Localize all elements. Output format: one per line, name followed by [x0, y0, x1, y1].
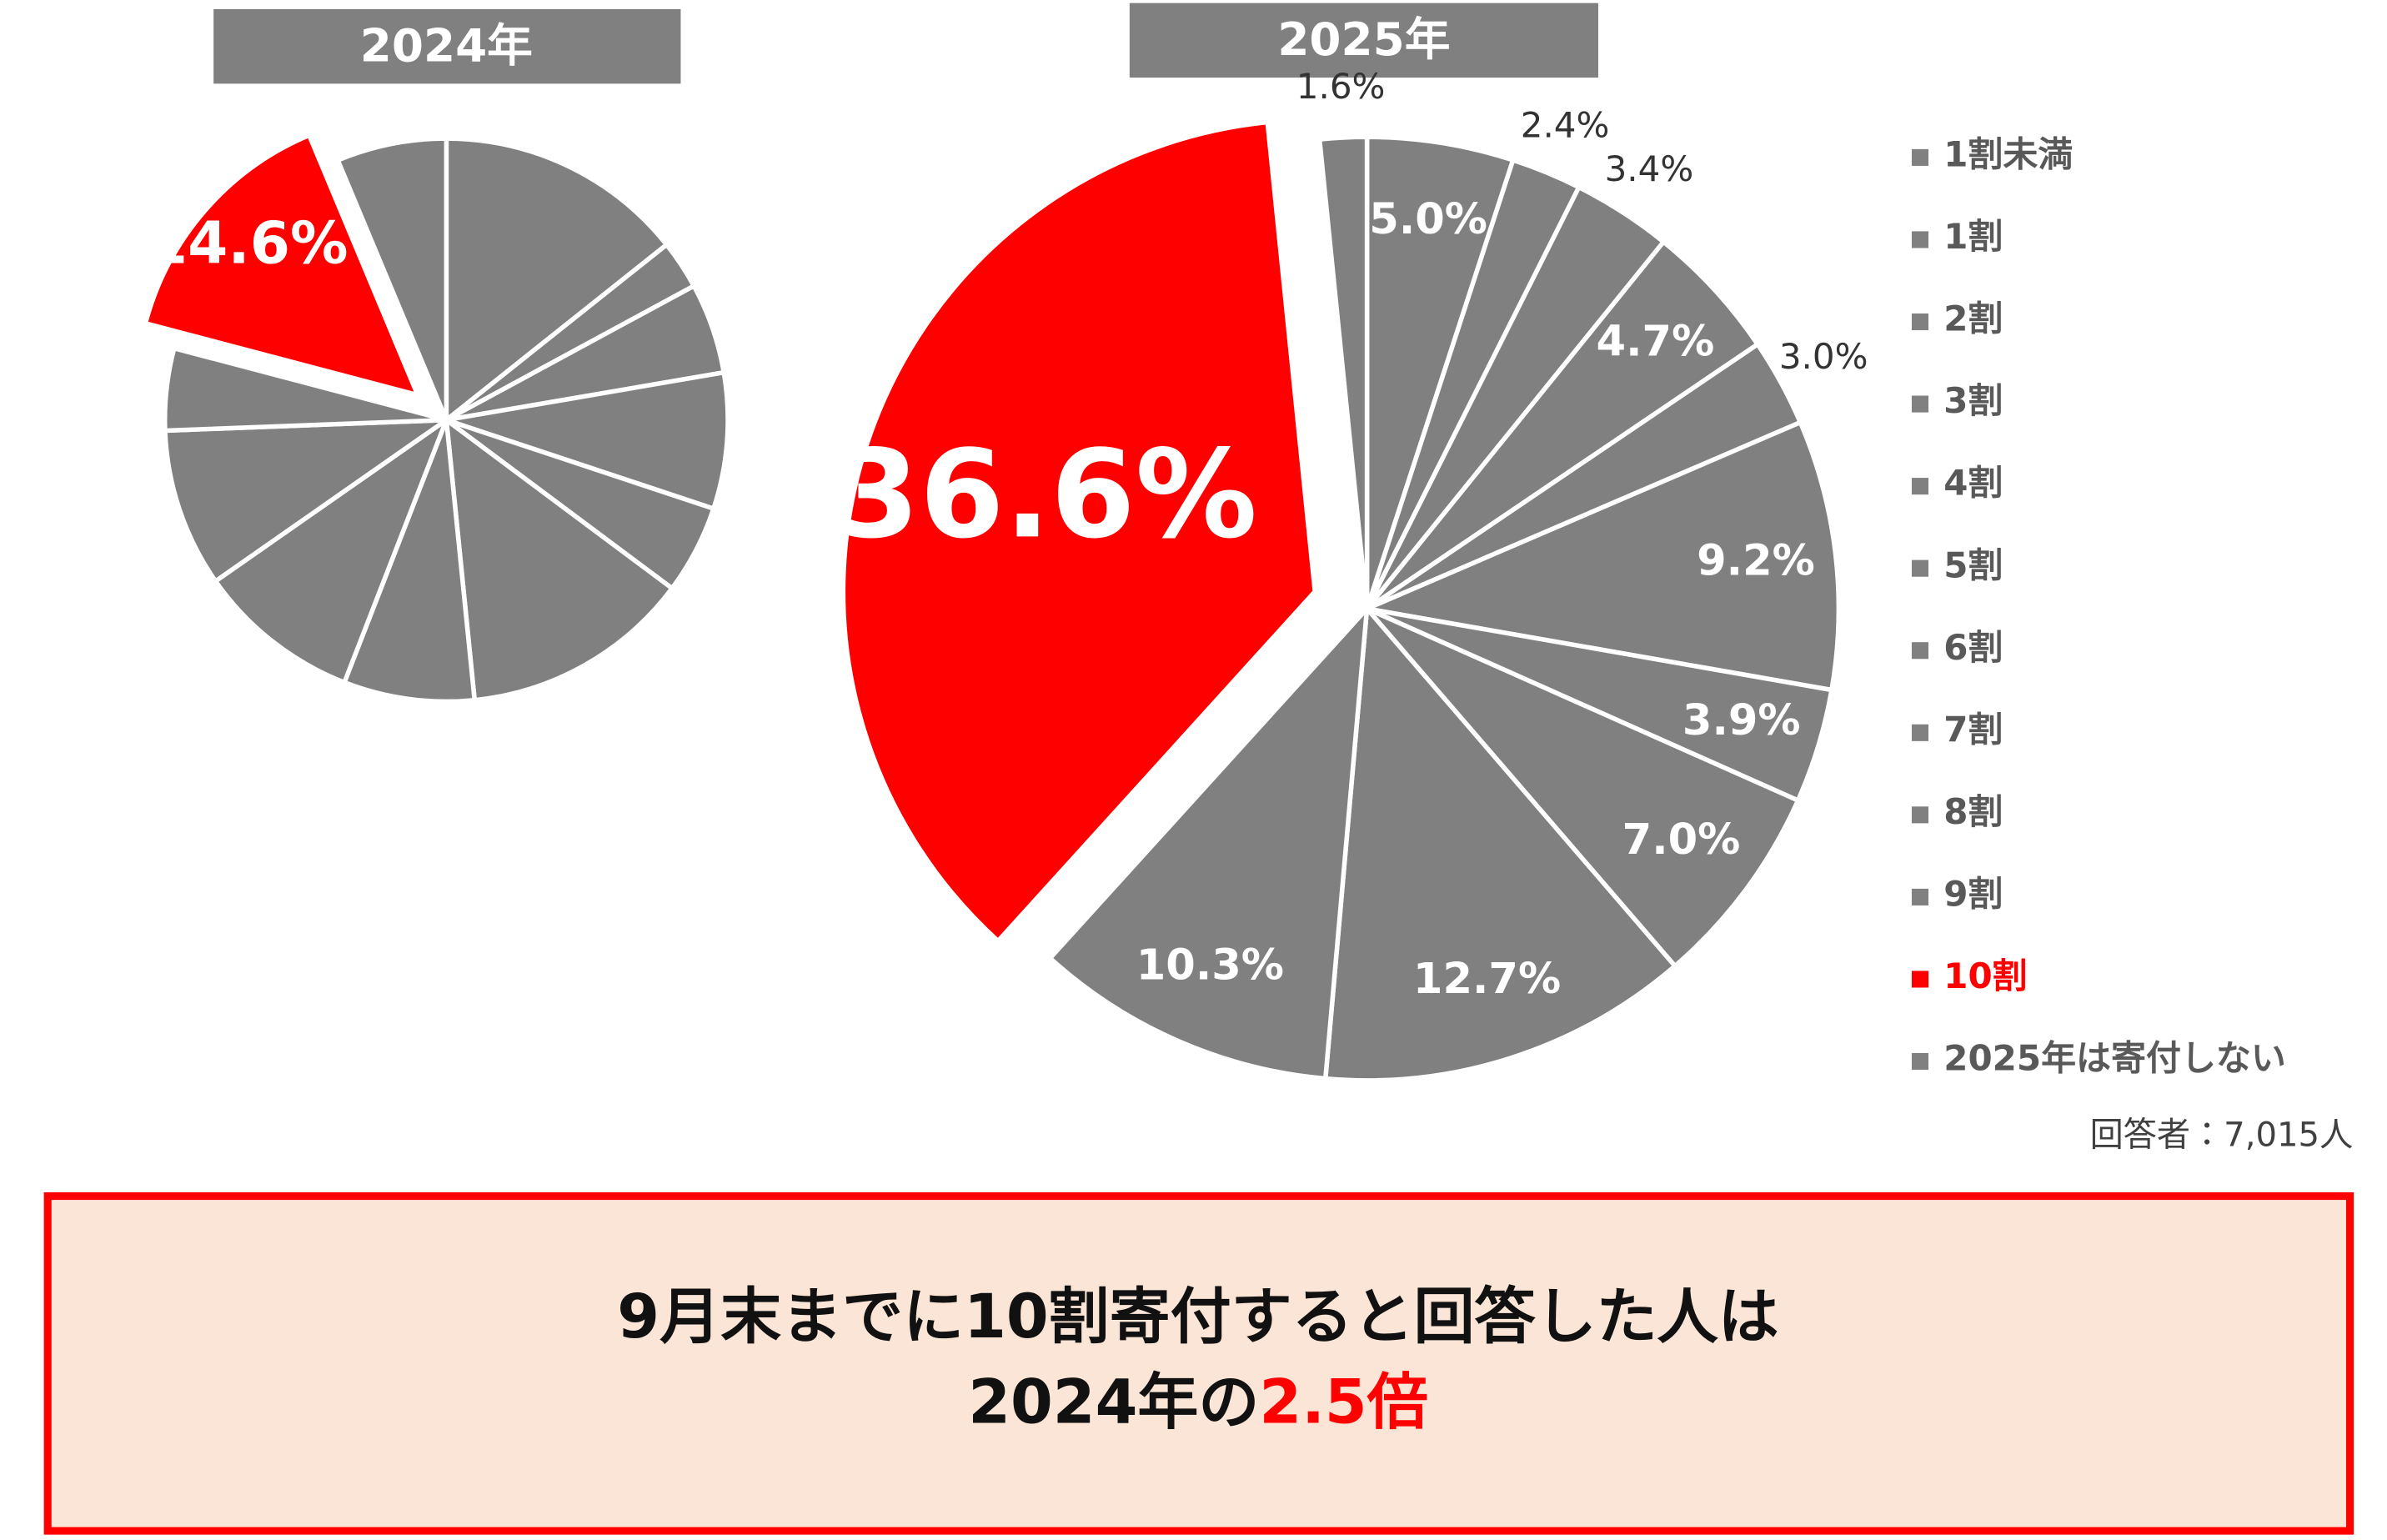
data-label: 3.4% — [1605, 148, 1694, 189]
legend-label: 3割 — [1943, 380, 2003, 421]
pie-slice — [840, 119, 1317, 944]
title-bar — [213, 8, 681, 84]
callout-text: 2024年の2.5倍 — [968, 1367, 1428, 1437]
data-label: 12.7% — [1413, 955, 1561, 1004]
data-label: 2.4% — [1521, 104, 1610, 145]
legend-label: 9割 — [1943, 873, 2003, 914]
pie-slice — [1364, 606, 1801, 969]
legend-label: 7割 — [1943, 709, 2003, 750]
legend-label: 5割 — [1943, 544, 2003, 585]
legend-label: 10割 — [1943, 956, 2027, 996]
data-label: 14.6% — [148, 210, 349, 277]
data-label: 3.9% — [1682, 696, 1801, 745]
legend-swatch — [1911, 806, 1929, 824]
data-label: 3.0% — [1779, 336, 1868, 377]
legend-label: 1割未満 — [1943, 133, 2073, 174]
chart-title: 2025年 — [1277, 13, 1450, 66]
legend-label: 8割 — [1943, 791, 2003, 832]
pie-slice — [213, 417, 449, 685]
legend-label: 2025年は寄付しない — [1943, 1038, 2286, 1079]
legend-label: 2割 — [1943, 298, 2003, 339]
pie-slice — [162, 345, 449, 434]
legend-swatch — [1911, 1052, 1929, 1071]
pie-slice — [1047, 606, 1370, 1081]
legend-swatch — [1911, 971, 1929, 988]
callout-box — [43, 1191, 2354, 1535]
pie-slice — [1316, 134, 1370, 611]
legend-swatch — [1911, 395, 1929, 413]
pie-slice — [335, 136, 449, 423]
legend-swatch — [1911, 313, 1929, 331]
chart-title: 2024年 — [360, 19, 533, 73]
pie-slice — [1323, 606, 1677, 1083]
legend-swatch — [1911, 478, 1929, 495]
data-label: 9.2% — [1697, 536, 1815, 585]
data-label: 4.7% — [1597, 317, 1715, 366]
legend-swatch — [1911, 724, 1929, 741]
pie-slice — [1364, 419, 1842, 693]
title-bar — [1129, 3, 1598, 78]
callout-text: 9月末までに10割寄付すると回答した人は — [617, 1282, 1778, 1352]
legend-swatch — [1911, 642, 1929, 660]
data-label: 10.3% — [1136, 941, 1284, 990]
pie-slice — [444, 136, 669, 423]
legend-label: 4割 — [1943, 463, 2003, 504]
data-label: 5.0% — [1369, 195, 1487, 244]
data-label: 36.6% — [835, 424, 1257, 565]
legend-swatch — [1911, 148, 1929, 166]
pie-slice — [342, 417, 478, 705]
callout-highlight: 2.5倍 — [1259, 1367, 1427, 1437]
legend-label: 1割 — [1943, 216, 2003, 257]
legend-swatch — [1911, 231, 1929, 248]
pie-slice — [444, 369, 730, 511]
note: 回答者：7,015人 — [2090, 1116, 2354, 1154]
callout-text: 2024年の — [968, 1367, 1259, 1437]
legend-label: 6割 — [1943, 627, 2003, 668]
pie-slice — [163, 417, 449, 584]
pie-slice — [143, 133, 420, 398]
legend-swatch — [1911, 888, 1929, 905]
legend-swatch — [1911, 559, 1929, 577]
pie-slice — [1364, 239, 1760, 611]
data-label: 1.6% — [1296, 66, 1386, 107]
data-label: 7.0% — [1622, 815, 1741, 865]
pie-slice — [444, 417, 674, 703]
